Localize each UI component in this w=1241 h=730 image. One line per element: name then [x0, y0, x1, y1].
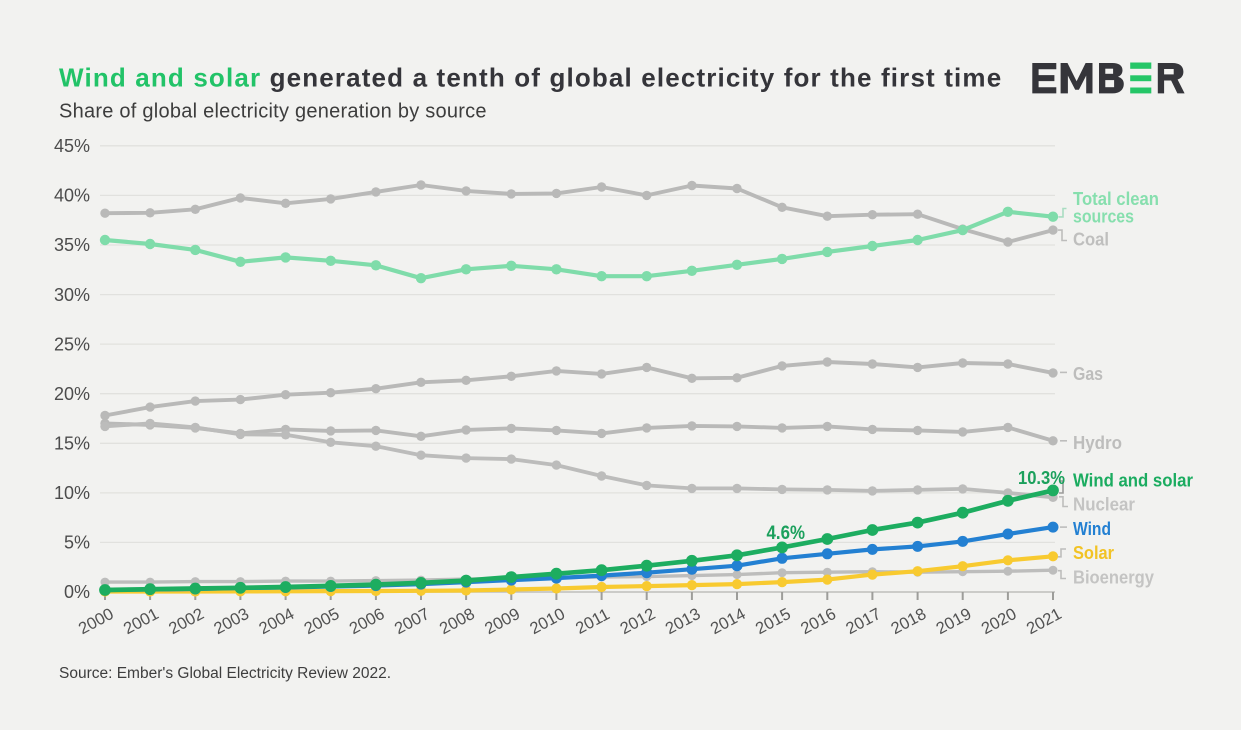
- svg-text:10%: 10%: [54, 483, 90, 503]
- svg-text:Nuclear: Nuclear: [1073, 494, 1135, 515]
- svg-text:5%: 5%: [64, 533, 90, 553]
- svg-text:Gas: Gas: [1073, 363, 1103, 384]
- svg-text:30%: 30%: [54, 285, 90, 305]
- svg-text:40%: 40%: [54, 186, 90, 206]
- svg-text:Hydro: Hydro: [1073, 432, 1122, 453]
- svg-text:Bioenergy: Bioenergy: [1073, 567, 1155, 588]
- svg-text:Wind: Wind: [1073, 518, 1111, 539]
- svg-text:0%: 0%: [64, 582, 90, 602]
- svg-text:Share of global electricity ge: Share of global electricity generation b…: [59, 101, 487, 123]
- svg-text:4.6%: 4.6%: [767, 523, 806, 544]
- svg-text:35%: 35%: [54, 235, 90, 255]
- svg-text:Solar: Solar: [1073, 542, 1114, 563]
- svg-text:Coal: Coal: [1073, 229, 1109, 250]
- svg-text:sources: sources: [1073, 205, 1134, 226]
- svg-text:45%: 45%: [54, 136, 90, 156]
- svg-text:25%: 25%: [54, 334, 90, 354]
- svg-text:10.3%: 10.3%: [1018, 467, 1065, 488]
- svg-text:20%: 20%: [54, 384, 90, 404]
- svg-text:Source: Ember's Global Electri: Source: Ember's Global Electricity Revie…: [59, 665, 391, 682]
- svg-text:15%: 15%: [54, 434, 90, 454]
- svg-text:Total clean: Total clean: [1073, 188, 1159, 209]
- svg-text:Wind and solar: Wind and solar: [1073, 470, 1193, 491]
- svg-text:Wind and solar generated a ten: Wind and solar generated a tenth of glob…: [59, 63, 1002, 93]
